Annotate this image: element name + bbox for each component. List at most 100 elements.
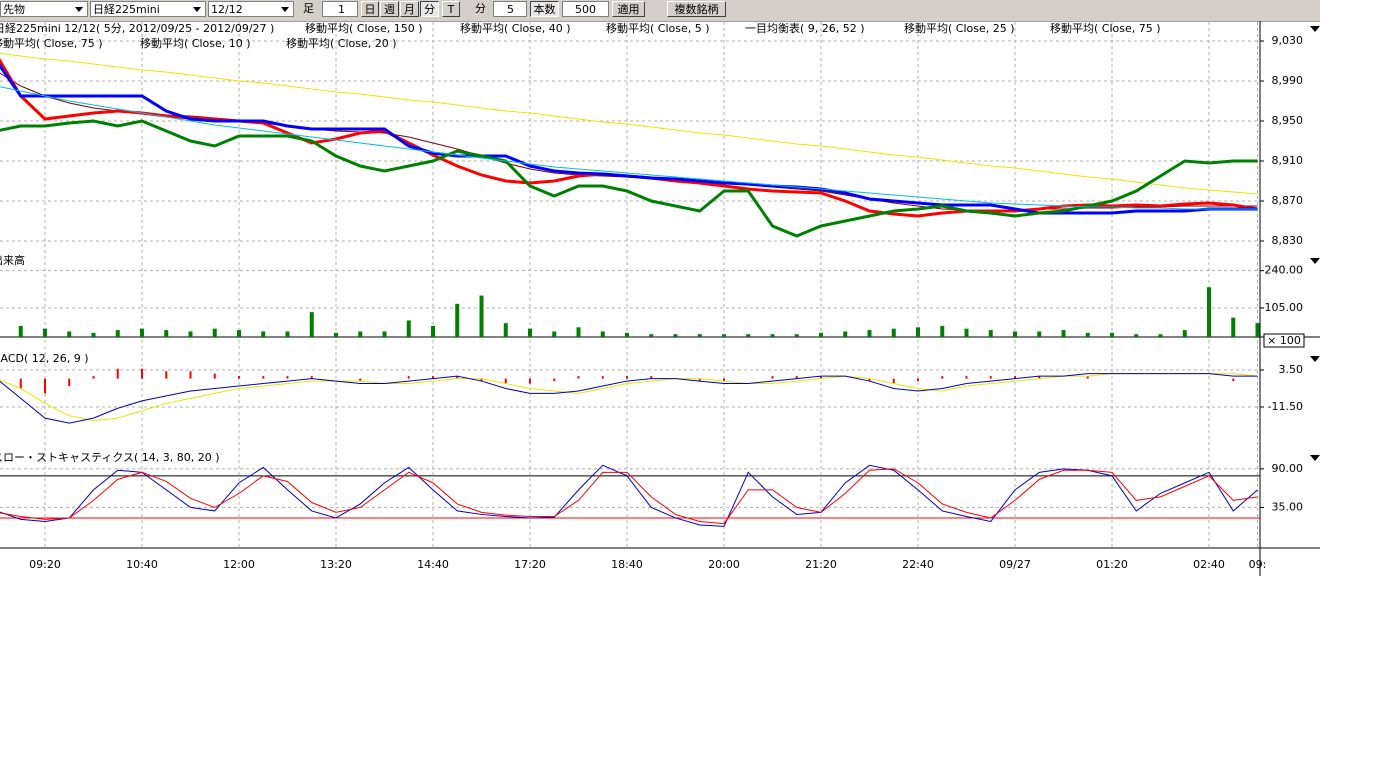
histogram-bar [262, 376, 264, 378]
legend-entry: 移動平均( Close, 20 ) [286, 36, 397, 50]
volume-bar [868, 330, 872, 337]
period-button[interactable]: T [442, 1, 460, 17]
x-tick-label: 09:20 [29, 558, 61, 571]
x-tick-label: 21:20 [805, 558, 837, 571]
histogram-bar [214, 374, 216, 379]
panel-menu[interactable] [1310, 455, 1320, 461]
y-tick-label: 90.00 [1272, 462, 1304, 475]
y-tick-label: 9,030 [1272, 34, 1304, 47]
bar-label: 足 [303, 1, 314, 17]
legend-entry: 移動平均( Close, 40 ) [460, 21, 571, 35]
histogram-bar [626, 376, 628, 378]
period-button[interactable]: 週 [380, 1, 399, 17]
panel-title: MACD( 12, 26, 9 ) [0, 352, 89, 365]
volume-bar [19, 326, 23, 337]
panel-menu[interactable] [1310, 258, 1320, 264]
x-tick-label: 10:40 [126, 558, 158, 571]
volume-bar [237, 330, 241, 337]
volume-bar [213, 329, 217, 337]
panel-title: 出来高 [0, 253, 25, 267]
volume-bar [310, 312, 314, 337]
panel-menu[interactable] [1310, 356, 1320, 362]
y-tick-label: 105.00 [1265, 301, 1304, 314]
series-line [0, 469, 1258, 524]
y-tick-label: 3.50 [1279, 363, 1304, 376]
volume-bar [116, 330, 120, 337]
histogram-bar [602, 376, 604, 378]
x-tick-label: 18:40 [611, 558, 643, 571]
x-tick-label: 12:00 [223, 558, 255, 571]
apply-button[interactable]: 適用 [612, 1, 645, 17]
volume-bar [92, 333, 96, 337]
legend-entry: 移動平均( Close, 25 ) [904, 21, 1015, 35]
histogram-bar [893, 379, 895, 384]
histogram-bar [990, 376, 992, 378]
volume-bar [940, 326, 944, 337]
panel-title: スロー・ストキャスティクス( 14, 3, 80, 20 ) [0, 451, 220, 464]
histogram-bar [553, 379, 555, 381]
histogram-bar [578, 376, 580, 378]
volume-bar [189, 331, 193, 337]
histogram-bar [190, 371, 192, 378]
volume-bar [601, 331, 605, 337]
symbol-select[interactable]: 日経225mini [90, 1, 206, 17]
unit-input[interactable]: 5 [493, 1, 527, 17]
period-button[interactable]: 月 [400, 1, 419, 17]
period-button[interactable]: 日 [361, 1, 379, 17]
legend-entry: 移動平均( Close, 5 ) [606, 21, 710, 35]
y-tick-label: 8,870 [1272, 194, 1304, 207]
volume-bar [795, 334, 799, 337]
multi-button[interactable]: 複数銘柄 [667, 1, 726, 17]
volume-bar [407, 320, 411, 337]
histogram-bar [505, 379, 507, 384]
histogram-bar [93, 376, 95, 378]
y-tick-label: 8,950 [1272, 114, 1304, 127]
volume-bar [286, 331, 290, 337]
legend-entry: 一目均衡表( 9, 26, 52 ) [745, 21, 865, 35]
period-button[interactable]: 分 [420, 1, 439, 17]
volume-bar [916, 327, 920, 337]
volume-bar [989, 330, 993, 337]
histogram-bar [966, 376, 968, 378]
panel-title: 日経225mini 12/12( 5分, 2012/09/25 - 2012/0… [0, 22, 274, 35]
volume-bar [67, 331, 71, 337]
histogram-bar [238, 376, 240, 378]
volume-bar [892, 329, 896, 337]
market-select[interactable]: 先物 [0, 1, 88, 17]
x-tick-label: 09: [1249, 558, 1267, 571]
volume-bar [261, 331, 265, 337]
x-tick-label: 20:00 [708, 558, 740, 571]
series-line [0, 121, 1258, 236]
count-input[interactable]: 500 [562, 1, 609, 17]
legend-entry: 移動平均( Close, 75 ) [0, 36, 103, 50]
volume-bar [140, 329, 144, 337]
y-tick-label: 8,830 [1272, 234, 1304, 247]
volume-bar [746, 334, 750, 337]
volume-bar [1062, 330, 1066, 337]
volume-bar [819, 333, 823, 337]
volume-bar [674, 334, 678, 337]
x-tick-label: 14:40 [417, 558, 449, 571]
volume-bar [1086, 333, 1090, 337]
histogram-bar [917, 379, 919, 381]
panel-menu[interactable] [1310, 26, 1320, 32]
legend-entry: 移動平均( Close, 75 ) [1050, 21, 1161, 35]
contract-select[interactable]: 12/12 [208, 1, 294, 17]
volume-bar [1134, 334, 1138, 337]
volume-bar [480, 296, 484, 337]
y-tick-label: 8,990 [1272, 74, 1304, 87]
volume-bar [771, 334, 775, 337]
x-tick-label: 02:40 [1193, 558, 1225, 571]
volume-bar [1159, 334, 1163, 337]
histogram-bar [68, 379, 70, 386]
bar-count-input[interactable]: 1 [322, 1, 358, 17]
y-tick-label: 240.00 [1265, 264, 1304, 277]
volume-bar [358, 331, 362, 337]
histogram-bar [165, 371, 167, 378]
volume-bar [1037, 331, 1041, 337]
x-tick-label: 01:20 [1096, 558, 1128, 571]
y-tick-label: 35.00 [1272, 500, 1304, 513]
count-button[interactable]: 本数 [530, 1, 559, 17]
histogram-bar [141, 369, 143, 379]
